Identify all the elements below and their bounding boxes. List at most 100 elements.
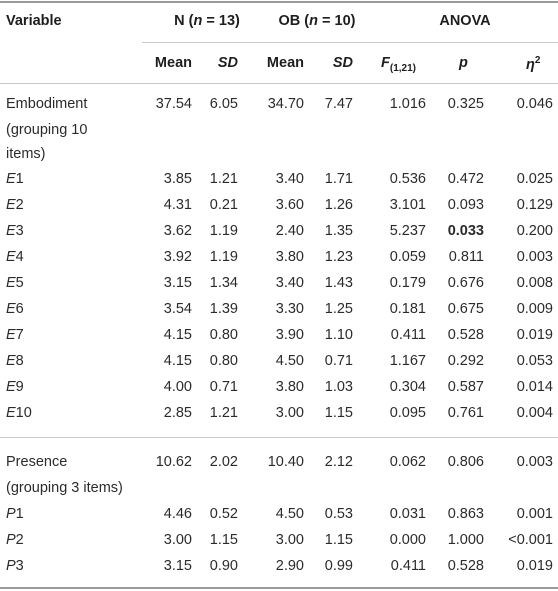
cell-p: 0.675 bbox=[447, 301, 484, 317]
cell-f: 0.000 bbox=[389, 532, 426, 548]
section-rule bbox=[0, 437, 558, 438]
cell-f: 0.304 bbox=[389, 379, 426, 395]
cell-p: 0.806 bbox=[447, 454, 484, 470]
row-label-text: Presence bbox=[6, 454, 68, 470]
cell-ob-sd: 0.71 bbox=[324, 353, 353, 369]
cell-eta: 0.200 bbox=[516, 223, 553, 239]
cell-ob-mean: 2.90 bbox=[275, 558, 304, 574]
cell-n-sd: 1.39 bbox=[209, 301, 238, 317]
row-label-text: 3 bbox=[15, 558, 24, 574]
cell-eta: 0.019 bbox=[516, 558, 553, 574]
cell-n-sd: 0.21 bbox=[209, 197, 238, 213]
cell-ob-sd: 1.15 bbox=[324, 405, 353, 421]
cell-n-mean: 3.15 bbox=[163, 558, 192, 574]
row-label-text: 10 bbox=[15, 405, 32, 421]
header-p: p bbox=[459, 55, 468, 71]
cell-n-sd: 1.19 bbox=[209, 223, 238, 239]
row-label: E5 bbox=[6, 274, 24, 292]
header-group-n-label: N ( bbox=[174, 13, 194, 29]
cell-f: 0.031 bbox=[389, 506, 426, 522]
cell-n-sd: 0.90 bbox=[209, 558, 238, 574]
row-label-text: 5 bbox=[15, 275, 24, 291]
header-f-base: F bbox=[381, 55, 390, 71]
top-rule bbox=[0, 1, 558, 3]
row-label-prefix: E bbox=[6, 301, 16, 317]
cell-eta: 0.019 bbox=[516, 327, 553, 343]
group-header-rule bbox=[142, 42, 558, 43]
cell-n-mean: 3.62 bbox=[163, 223, 192, 239]
row-label-text: 2 bbox=[15, 197, 24, 213]
row-label: E4 bbox=[6, 248, 24, 266]
cell-f: 3.101 bbox=[389, 197, 426, 213]
header-eta: η2 bbox=[526, 52, 540, 74]
row-label: E9 bbox=[6, 378, 24, 396]
cell-p: 0.528 bbox=[447, 558, 484, 574]
cell-p: 0.761 bbox=[447, 405, 484, 421]
cell-ob-sd: 1.43 bbox=[324, 275, 353, 291]
row-label-prefix: E bbox=[6, 379, 16, 395]
cell-ob-mean: 3.00 bbox=[275, 532, 304, 548]
header-f: F(1,21) bbox=[381, 54, 416, 78]
cell-ob-sd: 0.53 bbox=[324, 506, 353, 522]
row-label-prefix: E bbox=[6, 249, 16, 265]
row-label-text: Embodiment bbox=[6, 96, 88, 112]
cell-p: 0.292 bbox=[447, 353, 484, 369]
cell-ob-mean: 3.00 bbox=[275, 405, 304, 421]
cell-ob-mean: 4.50 bbox=[275, 353, 304, 369]
row-label-prefix: P bbox=[6, 532, 16, 548]
cell-f: 0.536 bbox=[389, 171, 426, 187]
cell-eta: <0.001 bbox=[508, 532, 553, 548]
cell-ob-sd: 1.10 bbox=[324, 327, 353, 343]
cell-eta: 0.014 bbox=[516, 379, 553, 395]
cell-f: 0.059 bbox=[389, 249, 426, 265]
cell-ob-mean: 3.60 bbox=[275, 197, 304, 213]
cell-eta: 0.001 bbox=[516, 506, 553, 522]
header-eta-sup: 2 bbox=[534, 55, 541, 66]
header-f-sub: (1,21) bbox=[389, 62, 416, 74]
cell-n-mean: 4.00 bbox=[163, 379, 192, 395]
cell-n-sd: 1.21 bbox=[209, 171, 238, 187]
row-label: E2 bbox=[6, 196, 24, 214]
cell-n-sd: 1.21 bbox=[209, 405, 238, 421]
cell-f: 1.016 bbox=[389, 96, 426, 112]
cell-eta: 0.004 bbox=[516, 405, 553, 421]
header-group-ob-label: OB ( bbox=[278, 13, 310, 29]
cell-p: 0.863 bbox=[447, 506, 484, 522]
cell-n-sd: 6.05 bbox=[209, 96, 238, 112]
row-label-prefix: E bbox=[6, 275, 16, 291]
row-note: (grouping 10 bbox=[6, 122, 88, 138]
cell-ob-sd: 1.03 bbox=[324, 379, 353, 395]
cell-ob-mean: 10.40 bbox=[267, 454, 304, 470]
cell-n-mean: 10.62 bbox=[155, 454, 192, 470]
cell-p: 0.811 bbox=[448, 249, 484, 265]
cell-ob-mean: 3.80 bbox=[275, 249, 304, 265]
cell-f: 0.411 bbox=[390, 558, 426, 574]
row-label: P3 bbox=[6, 557, 24, 575]
header-group-ob-var: n bbox=[309, 13, 318, 29]
row-note: items) bbox=[6, 146, 46, 162]
cell-eta: 0.025 bbox=[516, 171, 553, 187]
row-label-prefix: E bbox=[6, 327, 16, 343]
cell-n-sd: 0.80 bbox=[209, 327, 238, 343]
row-label-prefix: E bbox=[6, 405, 16, 421]
row-label: E6 bbox=[6, 300, 24, 318]
row-label-prefix: E bbox=[6, 223, 16, 239]
cell-ob-mean: 2.40 bbox=[275, 223, 304, 239]
cell-ob-mean: 3.90 bbox=[275, 327, 304, 343]
cell-n-mean: 37.54 bbox=[155, 96, 192, 112]
header-group-ob-rest: = 10) bbox=[317, 13, 356, 29]
cell-f: 0.179 bbox=[389, 275, 426, 291]
cell-n-mean: 3.00 bbox=[163, 532, 192, 548]
cell-ob-sd: 1.23 bbox=[324, 249, 353, 265]
header-group-ob: OB (n = 10) bbox=[252, 12, 382, 30]
row-label-text: 9 bbox=[15, 379, 24, 395]
cell-ob-mean: 3.40 bbox=[275, 275, 304, 291]
cell-eta: 0.008 bbox=[516, 275, 553, 291]
header-group-n-var: n bbox=[193, 13, 203, 29]
header-ob-sd: SD bbox=[332, 55, 353, 71]
cell-p: 0.325 bbox=[447, 96, 484, 112]
cell-ob-sd: 1.35 bbox=[324, 223, 353, 239]
cell-n-mean: 3.54 bbox=[163, 301, 192, 317]
header-group-anova: ANOVA bbox=[439, 13, 491, 29]
